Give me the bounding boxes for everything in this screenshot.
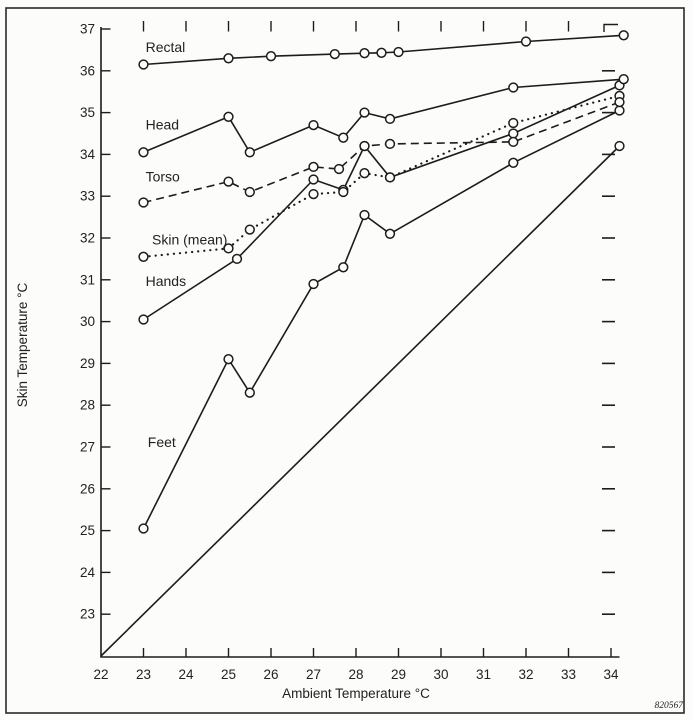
series-marker-skin-mean — [223, 243, 234, 254]
series-label-feet: Feet — [148, 434, 176, 450]
series-marker-hands — [508, 128, 519, 139]
series-marker-rectal — [265, 51, 277, 62]
series-line-feet — [142, 109, 620, 529]
series-marker-feet — [614, 105, 625, 116]
y-axis-title: Skin Temperature °C — [15, 283, 30, 408]
tick-label-y-29: 29 — [80, 356, 95, 371]
tick-label-x-26: 26 — [263, 667, 278, 682]
series-marker-head — [244, 147, 255, 158]
tick-label-y-26: 26 — [80, 481, 95, 496]
series-marker-rectal — [359, 48, 370, 59]
tick-label-y-32: 32 — [80, 231, 95, 246]
series-marker-rectal — [223, 53, 234, 64]
tick-label-y-31: 31 — [80, 272, 95, 287]
tick-label-x-31: 31 — [476, 667, 491, 682]
series-label-rectal: Rectal — [146, 39, 186, 55]
series-label-head: Head — [146, 116, 179, 132]
tick-label-x-24: 24 — [178, 667, 194, 682]
tick-label-y-35: 35 — [80, 105, 95, 120]
series-line-identity-line — [100, 145, 621, 657]
series-marker-hands — [138, 314, 149, 325]
x-axis-title: Ambient Temperature °C — [282, 686, 430, 701]
figure-code: 820567 — [655, 701, 685, 711]
tick-label-x-27: 27 — [306, 667, 321, 682]
top-right-corner-mark — [603, 23, 618, 32]
tick-label-x-28: 28 — [348, 667, 363, 682]
series-marker-head — [384, 113, 396, 125]
series-marker-rectal — [520, 36, 532, 47]
tick-label-x-30: 30 — [433, 667, 448, 682]
tick-label-y-25: 25 — [80, 523, 95, 538]
series-marker-rectal — [393, 46, 404, 58]
series-marker-skin-mean — [308, 188, 319, 200]
tick-label-y-27: 27 — [80, 440, 95, 455]
series-marker-skin-mean — [508, 117, 519, 129]
series-marker-head — [618, 74, 629, 85]
series-marker-skin-mean — [244, 224, 255, 235]
tick-label-y-28: 28 — [80, 398, 95, 413]
series-marker-torso — [244, 186, 255, 198]
series-marker-hands — [308, 174, 319, 185]
tick-label-y-33: 33 — [80, 189, 95, 204]
series-marker-rectal — [329, 48, 340, 60]
series-marker-skin-mean — [384, 172, 396, 183]
tick-label-y-37: 37 — [80, 22, 95, 37]
series-marker-head — [223, 111, 234, 122]
series-marker-feet — [308, 278, 319, 290]
tick-label-x-25: 25 — [221, 667, 236, 682]
series-marker-feet — [138, 523, 149, 534]
series-marker-torso — [223, 176, 234, 187]
tick-label-x-29: 29 — [391, 667, 406, 682]
series-marker-torso — [333, 163, 345, 175]
series-line-skin-mean — [142, 94, 621, 258]
axes — [100, 27, 620, 658]
series-marker-torso — [138, 197, 149, 208]
series-label-torso: Torso — [146, 169, 180, 185]
figure-border — [5, 7, 685, 714]
series-marker-head — [508, 82, 519, 93]
series-marker-torso — [614, 96, 625, 108]
series-marker-rectal — [618, 30, 629, 41]
tick-label-y-30: 30 — [80, 314, 95, 329]
series-marker-feet — [223, 354, 234, 365]
tick-label-x-23: 23 — [136, 667, 151, 682]
series-marker-head — [359, 107, 370, 118]
series-marker-rectal — [138, 59, 149, 70]
tick-label-x-22: 22 — [93, 667, 108, 682]
series-marker-head — [138, 147, 149, 158]
tick-label-x-34: 34 — [603, 667, 619, 682]
series-marker-skin-mean — [138, 251, 149, 262]
series-marker-hands — [231, 253, 243, 265]
series-marker-feet — [359, 209, 370, 221]
series-marker-feet — [338, 262, 349, 273]
series-marker-torso — [359, 140, 370, 152]
series-label-hands: Hands — [146, 273, 186, 289]
tick-label-y-36: 36 — [80, 63, 95, 78]
series-marker-skin-mean — [338, 186, 349, 198]
series-marker-torso — [508, 136, 519, 148]
series-marker-skin-mean — [359, 168, 370, 179]
series-marker-head — [338, 132, 349, 143]
series-marker-torso — [308, 161, 319, 173]
tick-label-y-23: 23 — [80, 607, 95, 622]
series-marker-feet — [384, 228, 396, 239]
series-marker-feet — [508, 157, 519, 168]
tick-label-x-33: 33 — [561, 667, 576, 682]
series-line-torso — [143, 101, 620, 204]
series-marker-feet — [244, 387, 255, 398]
series-marker-head — [308, 119, 319, 131]
series-label-skin-mean: Skin (mean) — [152, 231, 227, 247]
tick-label-x-32: 32 — [518, 667, 533, 682]
series-marker-torso — [384, 138, 396, 150]
tick-label-y-24: 24 — [80, 565, 96, 580]
series-marker-identity-line — [614, 140, 625, 152]
series-line-hands — [143, 84, 620, 321]
tick-label-y-34: 34 — [80, 147, 96, 162]
series-marker-rectal — [376, 47, 387, 58]
